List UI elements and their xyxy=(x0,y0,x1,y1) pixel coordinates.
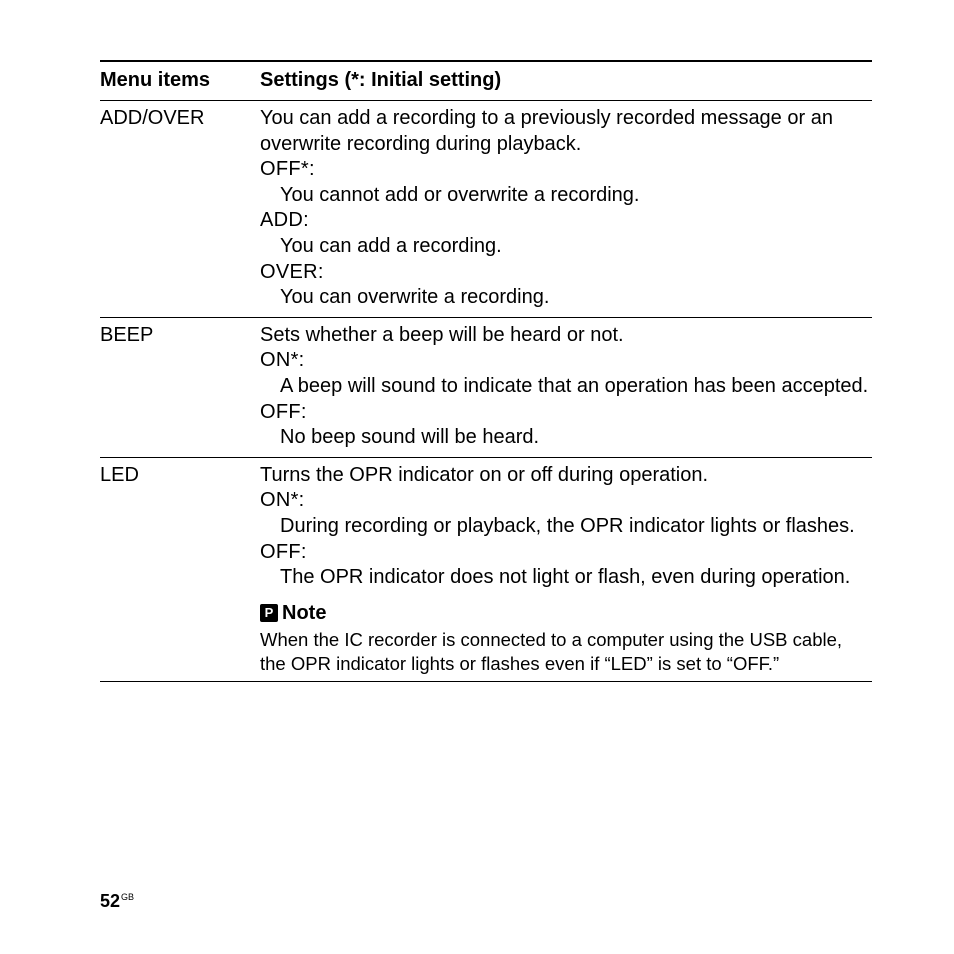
option-label: OFF*: xyxy=(260,157,872,183)
note-icon: P xyxy=(260,604,278,622)
option-label: OFF: xyxy=(260,400,872,426)
option-desc: You cannot add or overwrite a recording. xyxy=(280,183,872,209)
option-label: ADD: xyxy=(260,208,872,234)
setting-intro: You can add a recording to a previously … xyxy=(260,106,872,157)
note-text: When the IC recorder is connected to a c… xyxy=(260,628,872,675)
option-label: OVER: xyxy=(260,260,872,286)
setting-intro: Sets whether a beep will be heard or not… xyxy=(260,323,872,349)
header-menu-items: Menu items xyxy=(100,61,260,101)
option-label: ON*: xyxy=(260,488,872,514)
note-heading: Note xyxy=(282,601,326,627)
note-block: P Note When the IC recorder is connected… xyxy=(260,601,872,675)
page-number-suffix: GB xyxy=(121,892,134,902)
menu-item-settings: Turns the OPR indicator on or off during… xyxy=(260,457,872,681)
option-desc: No beep sound will be heard. xyxy=(280,425,872,451)
option-desc: You can add a recording. xyxy=(280,234,872,260)
option-desc: During recording or playback, the OPR in… xyxy=(280,514,872,540)
option-desc: The OPR indicator does not light or flas… xyxy=(280,565,872,591)
menu-item-settings: Sets whether a beep will be heard or not… xyxy=(260,317,872,457)
menu-item-name: ADD/OVER xyxy=(100,101,260,318)
option-desc: You can overwrite a recording. xyxy=(280,285,872,311)
settings-table: Menu items Settings (*: Initial setting)… xyxy=(100,60,872,682)
option-label: OFF: xyxy=(260,540,872,566)
menu-item-settings: You can add a recording to a previously … xyxy=(260,101,872,318)
menu-item-name: LED xyxy=(100,457,260,681)
option-desc: A beep will sound to indicate that an op… xyxy=(280,374,872,400)
page-number-value: 52 xyxy=(100,891,120,911)
page-number: 52GB xyxy=(100,891,134,912)
menu-item-name: BEEP xyxy=(100,317,260,457)
header-settings: Settings (*: Initial setting) xyxy=(260,61,872,101)
setting-intro: Turns the OPR indicator on or off during… xyxy=(260,463,872,489)
option-label: ON*: xyxy=(260,348,872,374)
